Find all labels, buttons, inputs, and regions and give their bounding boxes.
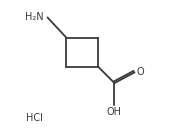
- Text: O: O: [137, 67, 144, 77]
- Text: OH: OH: [107, 107, 122, 117]
- Text: H₂N: H₂N: [25, 12, 44, 22]
- Text: HCl: HCl: [26, 113, 43, 123]
